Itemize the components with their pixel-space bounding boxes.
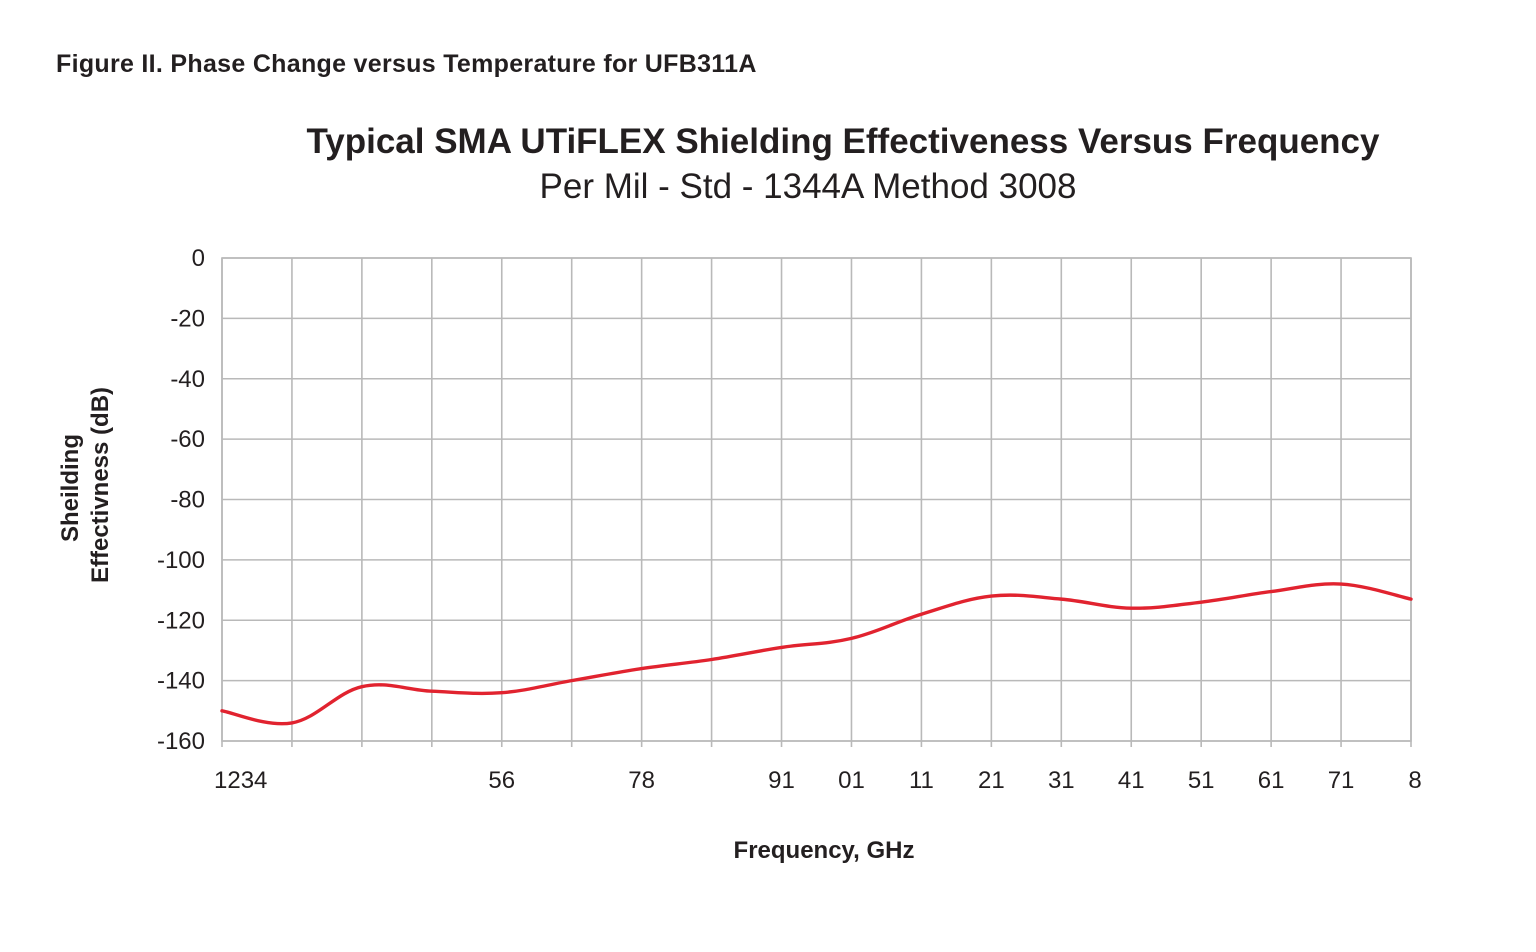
x-axis-label: Frequency, GHz: [734, 837, 915, 864]
y-tick-label: 0: [192, 245, 205, 272]
plot-frame: [221, 257, 1412, 742]
series-line: [220, 582, 1413, 726]
y-axis-label-line-2: Effectivness (dB): [87, 387, 114, 583]
x-tick-label: 21: [978, 767, 1005, 794]
x-tick-label: 1234: [214, 767, 267, 794]
figure-caption: Figure II. Phase Change versus Temperatu…: [56, 50, 757, 78]
grid: [221, 257, 1412, 747]
y-tick-label: -60: [170, 426, 205, 453]
y-tick-label: -40: [170, 366, 205, 393]
y-tick-label: -20: [170, 305, 205, 332]
y-tick-label: -100: [157, 547, 205, 574]
x-tick-label: 41: [1118, 767, 1145, 794]
x-axis-ticks: 1234 56 78 91 01 11 21 31 41 51 61 71 8: [214, 767, 1422, 794]
x-tick-label: 56: [488, 767, 515, 794]
x-tick-label: 8: [1408, 767, 1421, 794]
y-axis-label-line-1: Sheilding: [57, 434, 84, 542]
chart-title: Typical SMA UTiFLEX Shielding Effectiven…: [306, 122, 1380, 161]
x-tick-label: 51: [1188, 767, 1215, 794]
chart-subtitle: Per Mil - Std - 1344A Method 3008: [540, 167, 1077, 206]
x-tick-label: 31: [1048, 767, 1075, 794]
y-tick-label: -80: [170, 487, 205, 514]
y-tick-label: -160: [157, 728, 205, 755]
x-tick-label: 78: [628, 767, 655, 794]
x-tick-label: 61: [1258, 767, 1285, 794]
x-tick-label: 01: [838, 767, 865, 794]
x-tick-label: 11: [909, 767, 934, 794]
x-tick-label: 91: [768, 767, 795, 794]
y-tick-label: -120: [157, 607, 205, 634]
x-tick-label: 71: [1328, 767, 1355, 794]
series-group: [220, 582, 1413, 726]
y-axis-ticks: 0 -20 -40 -60 -80 -100 -120 -140 -160: [157, 245, 205, 755]
y-tick-label: -140: [157, 668, 205, 695]
